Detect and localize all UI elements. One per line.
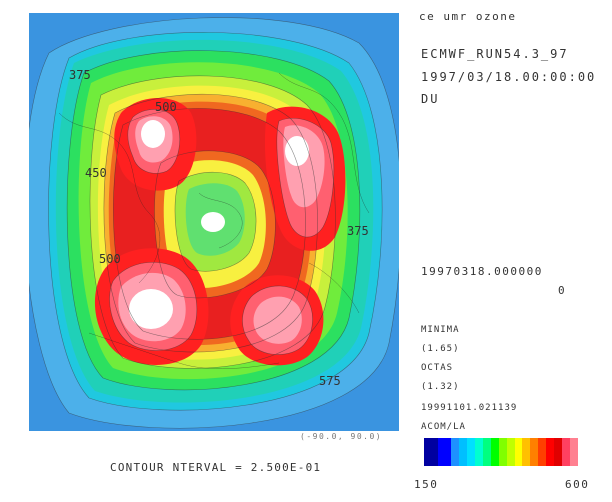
date-stamp: 19970318.000000: [421, 265, 543, 278]
colorbar-swatch: [562, 438, 571, 466]
colorbar-swatch: [498, 438, 507, 466]
contour-label: 375: [69, 68, 91, 82]
lobe-sw-white: [129, 289, 173, 329]
minima-label: MINIMA: [421, 325, 460, 335]
colorbar-swatch: [538, 438, 547, 466]
pole-white: [201, 212, 225, 232]
contour-interval: CONTOUR NTERVAL = 2.500E-01: [110, 461, 322, 474]
contour-label: 500: [99, 252, 121, 266]
source-label: ACOM/LA: [421, 422, 466, 432]
colorbar-swatch: [458, 438, 467, 466]
colorbar-swatch: [570, 438, 578, 466]
colorbar: [424, 438, 578, 466]
unit-label: DU: [421, 92, 440, 106]
lobe-nw-white: [141, 120, 165, 148]
contour-label: 375: [347, 224, 369, 238]
colorbar-swatch: [424, 438, 438, 466]
colorbar-swatch: [554, 438, 563, 466]
colorbar-max-label: 600: [565, 478, 590, 491]
colorbar-swatch: [522, 438, 531, 466]
colorbar-swatch: [506, 438, 515, 466]
level-value: 0: [558, 284, 567, 297]
colorbar-swatch: [546, 438, 555, 466]
timestamp: 19991101.021139: [421, 403, 518, 413]
coastlines: [58, 72, 370, 369]
ozone-map: 500 500 375 375 575 450: [29, 13, 399, 431]
contour-label: 450: [85, 166, 107, 180]
corner-coordinates: (-90.0, 90.0): [300, 432, 383, 441]
contour-label: 500: [155, 100, 177, 114]
contour-labels: 500 500 375 375 575 450: [69, 68, 369, 388]
plot-title: ce umr ozone: [419, 10, 517, 23]
colorbar-swatch: [437, 438, 451, 466]
maxima-value: (1.32): [421, 382, 460, 392]
maxima-label: OCTAS: [421, 363, 454, 373]
colorbar-min-label: 150: [414, 478, 439, 491]
colorbar-swatch: [474, 438, 483, 466]
colorbar-swatch: [530, 438, 539, 466]
colorbar-swatch: [490, 438, 499, 466]
minima-value: (1.65): [421, 344, 460, 354]
lobe-se-lightpink: [253, 296, 302, 344]
colorbar-swatch: [451, 438, 459, 466]
run-name: ECMWF_RUN54.3_97: [421, 47, 569, 61]
colorbar-swatch: [482, 438, 491, 466]
colorbar-swatch: [466, 438, 475, 466]
run-datetime: 1997/03/18.00:00:00: [421, 70, 597, 84]
contour-label: 575: [319, 374, 341, 388]
colorbar-swatch: [514, 438, 523, 466]
lobe-ne-white: [285, 136, 309, 166]
